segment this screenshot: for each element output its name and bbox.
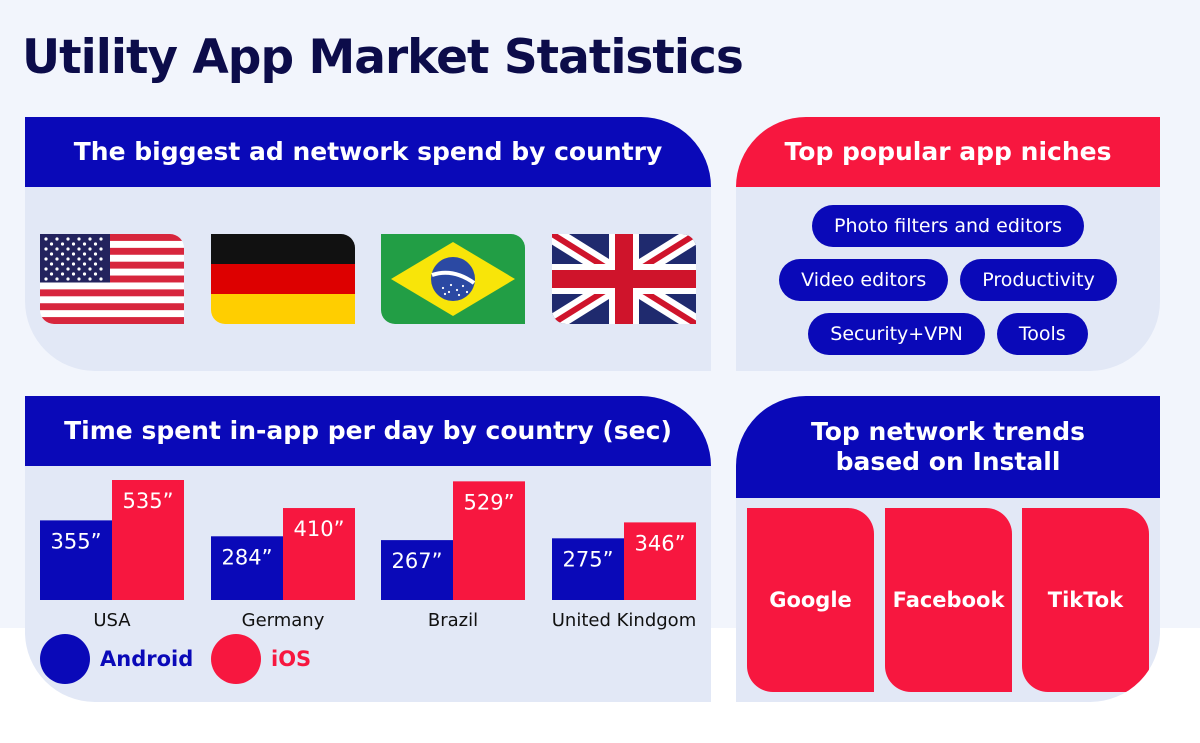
android-value-label: 284” bbox=[222, 545, 273, 569]
android-swatch bbox=[40, 634, 90, 684]
usa-flag-icon bbox=[40, 234, 184, 324]
android-bar bbox=[381, 540, 453, 600]
ios-value-label: 410” bbox=[294, 517, 345, 541]
trend-label: Facebook bbox=[892, 588, 1005, 612]
android-value-label: 275” bbox=[563, 547, 614, 571]
time-spent-header: Time spent in-app per day by country (se… bbox=[25, 396, 711, 466]
android-value-label: 355” bbox=[51, 529, 102, 553]
category-label: Brazil bbox=[428, 610, 478, 631]
niche-list: Photo filters and editors Video editors … bbox=[736, 205, 1160, 367]
ad-spend-header: The biggest ad network spend by country bbox=[25, 117, 711, 187]
category-label: United Kindgom bbox=[552, 610, 696, 631]
niche-pill: Productivity bbox=[960, 259, 1117, 301]
trend-card-google: Google bbox=[747, 508, 874, 692]
niche-pill: Video editors bbox=[779, 259, 949, 301]
network-trends-panel: Top network trends based on Install Goog… bbox=[736, 396, 1160, 702]
time-spent-panel: Time spent in-app per day by country (se… bbox=[25, 396, 711, 702]
ios-swatch bbox=[211, 634, 261, 684]
trend-label: TikTok bbox=[1047, 588, 1124, 612]
ios-bar bbox=[112, 480, 184, 600]
android-legend-label: Android bbox=[100, 647, 194, 671]
android-bar bbox=[40, 520, 112, 600]
brazil-flag-icon bbox=[381, 234, 525, 324]
ad-spend-panel: The biggest ad network spend by country bbox=[25, 117, 711, 371]
trend-label: Google bbox=[769, 588, 852, 612]
legend-android: Android bbox=[40, 634, 193, 684]
ios-bar bbox=[624, 522, 696, 600]
germany-flag-icon bbox=[211, 234, 355, 324]
niche-pill: Tools bbox=[996, 313, 1088, 355]
ios-bar bbox=[453, 481, 525, 600]
android-bar bbox=[211, 536, 283, 600]
android-value-label: 267” bbox=[392, 549, 443, 573]
app-niches-panel: Top popular app niches Photo filters and… bbox=[736, 117, 1160, 371]
trend-card-facebook: Facebook bbox=[885, 508, 1012, 692]
ios-value-label: 529” bbox=[464, 490, 515, 514]
ios-bar bbox=[283, 508, 355, 600]
time-spent-chart: 355” 535” USA 284” 410” Germany 267” 529” Brazil… bbox=[40, 480, 696, 631]
ios-value-label: 346” bbox=[635, 531, 686, 555]
android-bar bbox=[552, 538, 624, 600]
ios-value-label: 535” bbox=[123, 489, 174, 513]
network-trends-header-line2: based on Install bbox=[835, 447, 1061, 476]
ios-legend-label: iOS bbox=[271, 647, 312, 671]
trend-card-tiktok: TikTok bbox=[1022, 508, 1149, 692]
app-niches-header: Top popular app niches bbox=[736, 117, 1160, 187]
legend-ios: iOS bbox=[211, 634, 311, 684]
niche-pill: Photo filters and editors bbox=[812, 205, 1084, 247]
page-title: Utility App Market Statistics bbox=[22, 30, 744, 85]
uk-flag-icon bbox=[552, 234, 696, 324]
category-label: Germany bbox=[242, 610, 325, 631]
network-trends-header: Top network trends based on Install bbox=[736, 396, 1160, 498]
category-label: USA bbox=[93, 610, 131, 631]
network-trends-header-line1: Top network trends bbox=[811, 416, 1085, 446]
niche-pill: Security+VPN bbox=[808, 313, 985, 355]
